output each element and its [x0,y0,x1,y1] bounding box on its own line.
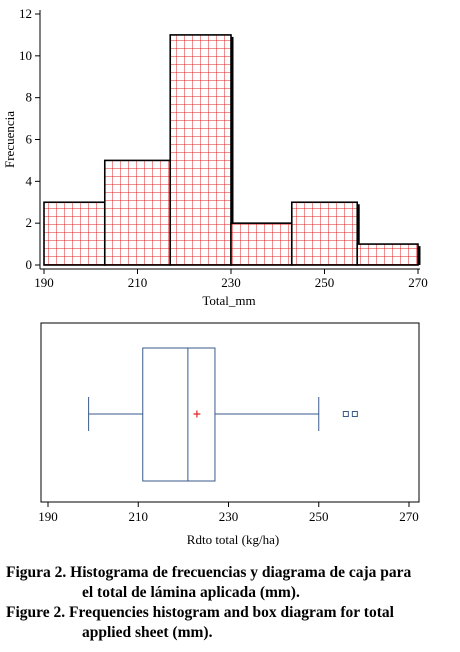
y-tick-label: 4 [26,173,33,188]
box [142,347,216,482]
histogram-bar [230,222,293,266]
y-tick-label: 12 [19,6,32,21]
x-tick-label: 270 [399,509,419,524]
figure-caption: Figura 2. Histograma de frecuencias y di… [6,563,456,643]
caption-spanish-line-1: Figura 2. Histograma de frecuencias y di… [6,564,412,581]
bar-shadow [418,246,421,265]
histogram-bar [356,243,419,266]
y-tick-label: 8 [26,90,33,105]
figure-canvas: 0 2 4 6 8 10 12 190 210 230 250 270 Total_mm Frecuenc… [2,6,428,547]
x-tick-label: 230 [219,509,239,524]
histogram-bar [169,34,232,266]
x-axis-title: Total_mm [202,293,255,308]
caption-spanish-line-2: el total de lámina aplicada (mm). [82,584,300,601]
y-tick-label: 2 [26,215,33,230]
bar-shadow [357,204,360,265]
histogram-bar [103,159,172,266]
y-tick-label: 0 [26,257,33,272]
caption-english-line-1: Figure 2. Frequencies histogram and box … [6,604,394,621]
box-plot-chart: 190 210 230 250 270 Rdto total (kg/ha) [38,322,420,547]
outlier-point [351,411,358,417]
x-tick-label: 210 [128,275,148,290]
y-axis-title: Frecuencia [2,111,17,168]
x-tick-label: 190 [38,509,58,524]
histogram-bar [43,201,106,266]
histogram-chart: 0 2 4 6 8 10 12 190 210 230 250 270 Total_mm Frecuenc… [2,6,428,308]
y-tick-label: 6 [26,132,33,147]
outlier-point [342,411,349,417]
x-axis-title: Rdto total (kg/ha) [187,532,279,547]
x-tick-label: 250 [315,275,335,290]
x-tick-label: 230 [221,275,241,290]
x-tick-label: 250 [309,509,329,524]
x-tick-label: 210 [129,509,149,524]
plot-frame [40,322,420,503]
caption-english-line-2: applied sheet (mm). [82,624,213,641]
x-tick-label: 270 [408,275,428,290]
x-tick-label: 190 [34,275,54,290]
bar-shadow [231,36,234,265]
y-tick-label: 10 [19,48,32,63]
histogram-bar [290,201,359,266]
